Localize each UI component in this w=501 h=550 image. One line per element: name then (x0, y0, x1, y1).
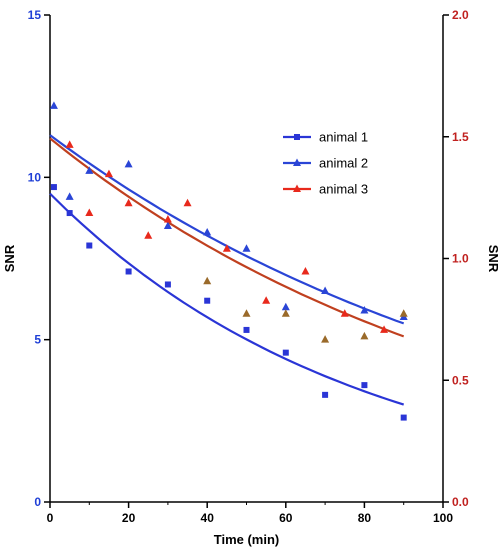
legend-marker-1 (294, 134, 300, 140)
point-animal-2 (85, 166, 94, 174)
point-animal-1 (164, 281, 171, 288)
x-tick-label: 20 (122, 511, 136, 525)
point-animal-3 (85, 208, 94, 217)
point-animal-1 (361, 382, 368, 389)
point-animal-3 (203, 276, 212, 285)
x-tick-label: 100 (433, 511, 453, 525)
legend-label-2: animal 2 (319, 156, 368, 171)
x-axis-title: Time (min) (214, 532, 280, 547)
legend-label-1: animal 1 (319, 130, 368, 145)
y-tick-label-left: 0 (34, 495, 41, 509)
y-tick-label-left: 15 (28, 8, 42, 22)
point-animal-1 (125, 268, 132, 275)
y-tick-label-right: 0.0 (452, 495, 469, 509)
y-tick-label-right: 1.5 (452, 130, 469, 144)
point-animal-3 (183, 198, 192, 207)
y-tick-label-right: 2.0 (452, 8, 469, 22)
point-animal-3 (380, 325, 389, 333)
data-points (49, 101, 408, 421)
legend-label-3: animal 3 (319, 182, 368, 197)
point-animal-3 (222, 244, 231, 252)
point-animal-2 (124, 159, 133, 168)
point-animal-3 (104, 169, 113, 178)
point-animal-3 (321, 335, 330, 343)
y-tick-label-left: 5 (34, 333, 41, 347)
point-animal-2 (163, 221, 172, 230)
fit-curve-1 (49, 192, 405, 406)
point-animal-1 (50, 184, 57, 191)
point-animal-1 (86, 242, 93, 249)
point-animal-3 (399, 309, 408, 317)
point-animal-2 (242, 244, 251, 252)
legend-marker-3 (293, 184, 301, 192)
x-tick-label: 0 (47, 511, 54, 525)
point-animal-3 (163, 215, 172, 223)
point-animal-1 (243, 326, 250, 333)
point-animal-3 (360, 331, 369, 340)
y-tick-label-right: 0.5 (452, 373, 469, 387)
legend-marker-2 (293, 158, 301, 166)
fit-curves (49, 134, 405, 406)
point-animal-2 (203, 228, 212, 236)
point-animal-3 (242, 309, 251, 317)
point-animal-3 (301, 266, 310, 275)
point-animal-3 (281, 309, 290, 317)
point-animal-2 (281, 302, 290, 311)
point-animal-2 (65, 192, 74, 200)
axes: 0 20 40 60 80 100 0 5 10 15 0.0 0.5 1.0 1.5 2.0 (28, 8, 469, 525)
point-animal-2 (321, 286, 330, 294)
y-axis-title-right: SNR (486, 245, 501, 273)
y-tick-label-left: 10 (28, 170, 42, 184)
point-animal-1 (282, 349, 289, 356)
legend: animal 1 animal 2 animal 3 (283, 130, 368, 197)
x-tick-label: 80 (358, 511, 372, 525)
point-animal-1 (204, 297, 211, 304)
point-animal-3 (144, 231, 153, 239)
point-animal-1 (66, 210, 73, 217)
point-animal-2 (49, 101, 58, 109)
point-animal-1 (400, 414, 407, 421)
x-tick-label: 60 (279, 511, 293, 525)
y-tick-label-right: 1.0 (452, 252, 469, 266)
point-animal-1 (322, 391, 329, 398)
point-animal-3 (65, 140, 74, 148)
point-animal-3 (124, 198, 133, 207)
point-animal-3 (262, 296, 271, 304)
point-animal-3 (340, 309, 349, 317)
point-animal-2 (360, 305, 369, 314)
y-axis-title-left: SNR (2, 244, 17, 272)
x-tick-label: 40 (201, 511, 215, 525)
